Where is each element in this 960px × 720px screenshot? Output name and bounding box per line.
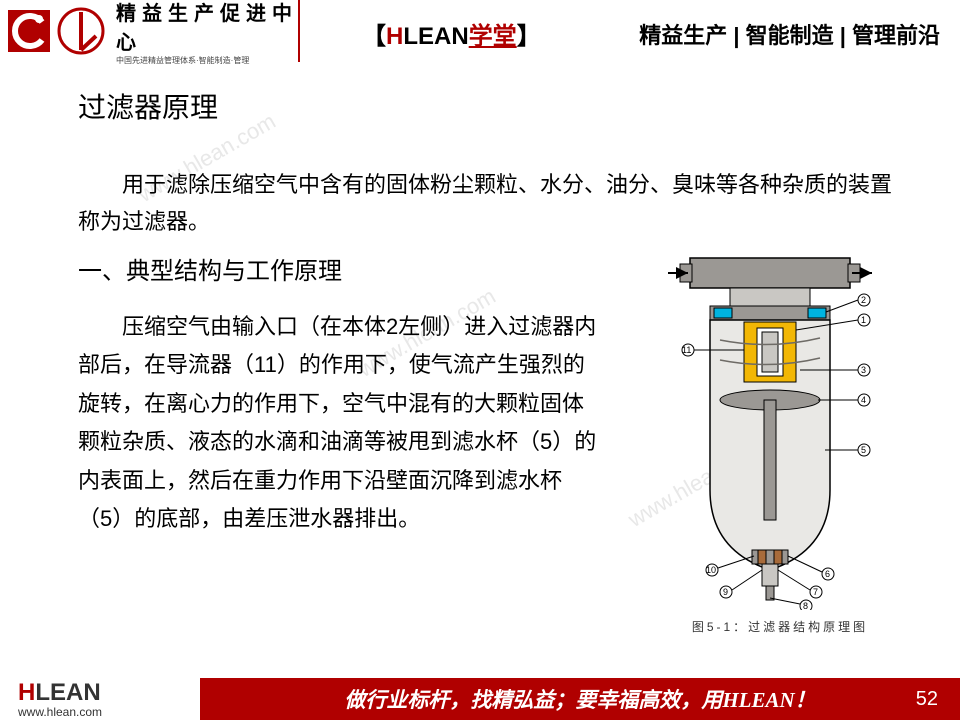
brand-xuetang: 学堂: [469, 23, 517, 50]
page-number: 52: [916, 688, 938, 711]
svg-text:3: 3: [861, 365, 866, 375]
bracket-right: 】: [517, 23, 541, 50]
header-tagline: 精益生产 | 智能制造 | 管理前沿: [639, 18, 940, 50]
svg-text:10: 10: [706, 565, 716, 575]
footer-slogan: 做行业标杆，找精弘益；要幸福高效，用HLEAN！: [344, 684, 815, 714]
brand-center: 【HLEAN学堂】: [362, 16, 541, 51]
filter-svg: 1 2 3 4 5 6 7 8 9 10 11: [640, 250, 920, 610]
content-area: 过滤器原理 用于滤除压缩空气中含有的固体粉尘颗粒、水分、油分、臭味等各种杂质的装…: [0, 62, 960, 539]
logo-text-cn: 精益生产促进中心: [116, 0, 298, 55]
svg-text:11: 11: [682, 345, 691, 355]
footer-logo: HLEAN www.hlean.com: [0, 679, 200, 719]
paragraph-body: 压缩空气由输入口（在本体2左侧）进入过滤器内部后，在导流器（11）的作用下，使气…: [78, 308, 598, 539]
brand-lean: LEAN: [403, 23, 468, 50]
svg-text:5: 5: [861, 445, 866, 455]
svg-text:8: 8: [803, 601, 808, 610]
svg-text:9: 9: [723, 587, 728, 597]
footer-logo-h: H: [18, 679, 35, 706]
footer-logo-rest: LEAN: [35, 679, 100, 706]
paragraph-intro: 用于滤除压缩空气中含有的固体粉尘颗粒、水分、油分、臭味等各种杂质的装置称为过滤器…: [78, 166, 900, 241]
header: 精益生产促进中心 中国先进精益管理体系·智能制造·管理 【HLEAN学堂】 精益…: [0, 0, 960, 62]
svg-text:4: 4: [861, 395, 866, 405]
bracket-left: 【: [362, 23, 386, 50]
brand-h: H: [386, 23, 403, 50]
footer-url: www.hlean.com: [18, 705, 200, 719]
svg-text:1: 1: [861, 315, 866, 325]
page-title: 过滤器原理: [78, 86, 900, 126]
logo-c-icon: [8, 10, 50, 52]
svg-text:6: 6: [825, 569, 830, 579]
svg-text:7: 7: [813, 587, 818, 597]
footer: HLEAN www.hlean.com 做行业标杆，找精弘益；要幸福高效，用HL…: [0, 678, 960, 720]
figure-caption: 图5-1：过滤器结构原理图: [630, 618, 930, 635]
svg-text:2: 2: [861, 295, 866, 305]
figure-filter-diagram: 1 2 3 4 5 6 7 8 9 10 11 图5-1：过滤器结构原理图: [630, 250, 930, 635]
header-logo-text: 精益生产促进中心 中国先进精益管理体系·智能制造·管理: [116, 0, 298, 66]
header-logo-block: 精益生产促进中心 中国先进精益管理体系·智能制造·管理: [0, 0, 300, 62]
logo-circle-icon: [56, 6, 106, 56]
footer-bar: 做行业标杆，找精弘益；要幸福高效，用HLEAN！ 52: [200, 678, 960, 720]
